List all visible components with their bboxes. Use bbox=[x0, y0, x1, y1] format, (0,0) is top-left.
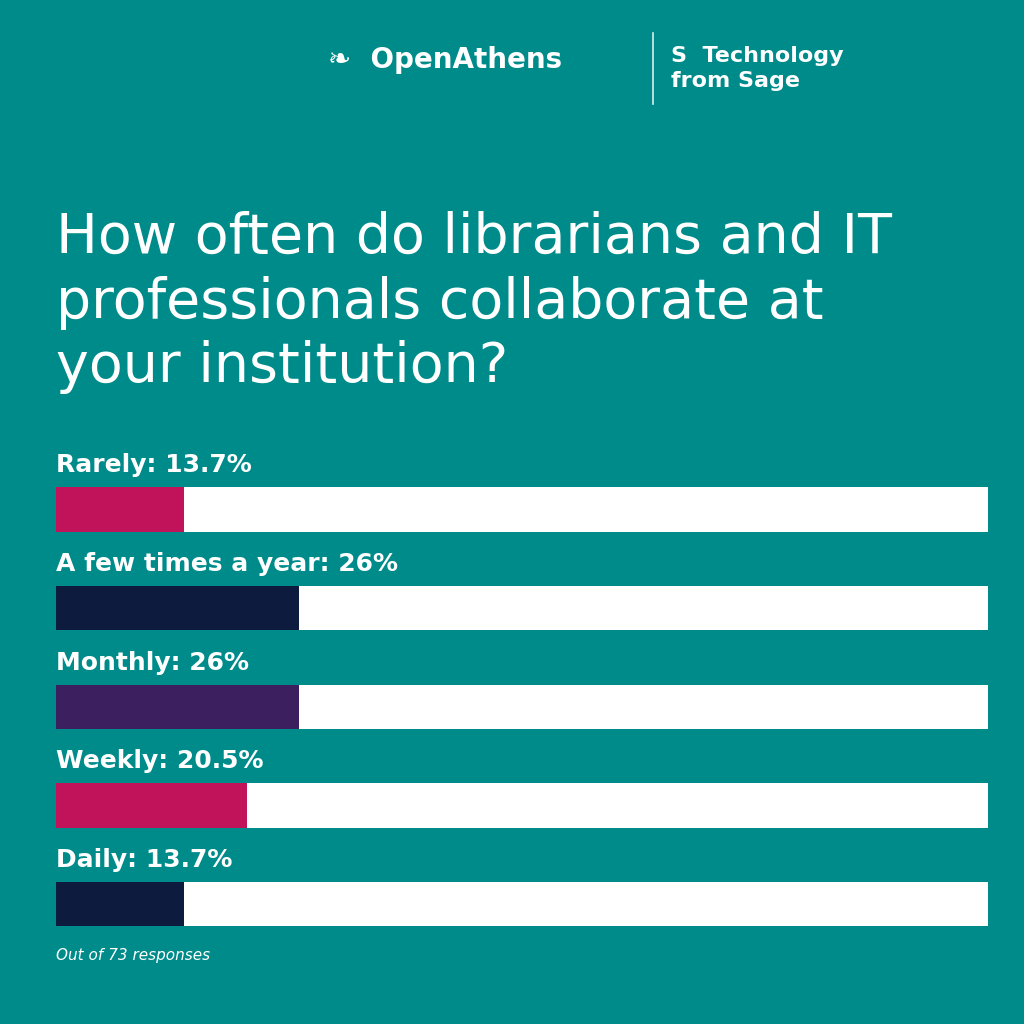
Text: A few times a year: 26%: A few times a year: 26% bbox=[56, 552, 398, 575]
Text: S  Technology
from Sage: S Technology from Sage bbox=[671, 46, 844, 91]
Text: Daily: 13.7%: Daily: 13.7% bbox=[56, 848, 232, 872]
Bar bbox=[56, 783, 988, 827]
Bar bbox=[56, 487, 184, 531]
Bar bbox=[56, 882, 184, 927]
Text: Monthly: 26%: Monthly: 26% bbox=[56, 650, 249, 675]
Bar bbox=[56, 586, 299, 630]
Bar bbox=[56, 684, 988, 729]
Bar bbox=[56, 586, 988, 630]
Text: Weekly: 20.5%: Weekly: 20.5% bbox=[56, 750, 264, 773]
Bar bbox=[56, 684, 299, 729]
Text: Rarely: 13.7%: Rarely: 13.7% bbox=[56, 454, 252, 477]
Text: Out of 73 responses: Out of 73 responses bbox=[56, 948, 211, 963]
Bar bbox=[56, 487, 988, 531]
Bar bbox=[56, 783, 248, 827]
Text: ❧  OpenAthens: ❧ OpenAthens bbox=[328, 46, 562, 74]
Text: How often do librarians and IT
professionals collaborate at
your institution?: How often do librarians and IT professio… bbox=[56, 211, 892, 394]
Bar bbox=[56, 882, 988, 927]
